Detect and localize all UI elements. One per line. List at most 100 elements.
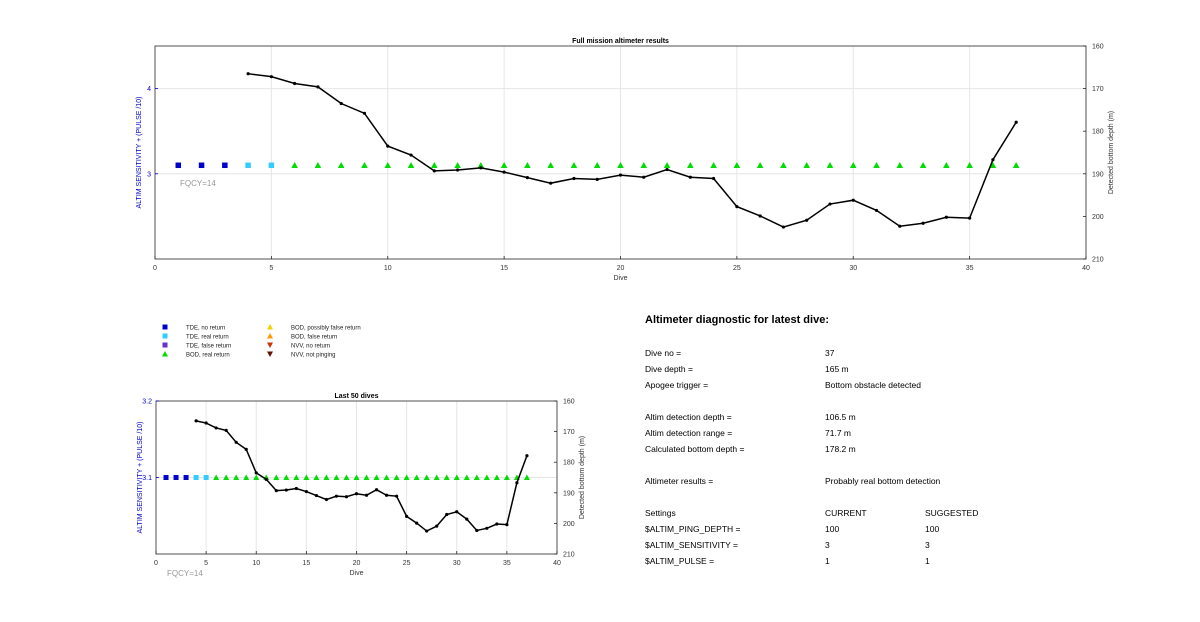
- setting-current-sensitivity: 3: [825, 540, 830, 550]
- full-x-tick-label: 25: [733, 265, 741, 272]
- full-marker-dive-20: [617, 161, 624, 169]
- last50-marker-dive-3: [183, 475, 189, 480]
- full-y-left-tick-label: 4: [147, 86, 151, 93]
- legend-label-7: NVV, not pinging: [291, 353, 335, 359]
- full-depth-point-dive-29: [828, 202, 832, 206]
- last50-marker-dive-12: [273, 474, 280, 480]
- full-depth-point-dive-9: [362, 111, 367, 115]
- full-x-tick-label: 35: [966, 265, 974, 272]
- full-depth-point-dive-35: [968, 216, 972, 220]
- full-depth-point-dive-18: [572, 176, 576, 181]
- full-x-tick-label: 5: [269, 265, 273, 272]
- legend-marker-6: [267, 342, 273, 348]
- full-marker-dive-29: [826, 161, 834, 169]
- last50-depth-point-dive-4: [194, 419, 198, 423]
- full-depth-point-dive-19: [595, 177, 599, 181]
- last50-depth-point-dive-32: [475, 528, 479, 533]
- legend-marker-0: [162, 324, 168, 330]
- full-y-right-tick-label: 160: [1092, 44, 1104, 51]
- full-y-left-axis-label: ALTIM SENSITIVITY + (PULSE /10): [136, 97, 143, 209]
- full-marker-dive-22: [663, 161, 671, 169]
- full-marker-dive-11: [407, 161, 415, 169]
- full-depth-point-dive-20: [618, 173, 623, 177]
- full-marker-dive-37: [1012, 161, 1020, 169]
- full-marker-dive-33: [919, 161, 927, 169]
- last50-marker-dive-7: [223, 474, 230, 480]
- full-depth-point-dive-10: [386, 144, 390, 148]
- last50-depth-point-dive-33: [485, 526, 489, 530]
- last50-marker-dive-5: [203, 475, 209, 480]
- legend-label-6: NVV, no return: [291, 344, 330, 350]
- diag-value-detection-range: 71.7 m: [825, 428, 851, 438]
- full-depth-point-dive-13: [455, 168, 460, 172]
- legend-label-4: BOD, possibly false return: [291, 326, 361, 332]
- legend-marker-1: [162, 333, 168, 339]
- setting-suggested-pulse: 1: [925, 556, 930, 566]
- full-fqcy-annotation: FQCY=14: [180, 179, 216, 188]
- last50-marker-dive-37: [523, 474, 530, 480]
- full-depth-point-dive-31: [874, 208, 879, 213]
- full-depth-point-dive-11: [409, 153, 413, 157]
- full-marker-dive-13: [454, 161, 461, 169]
- full-y-right-tick-label: 190: [1092, 171, 1104, 178]
- full-marker-dive-30: [849, 161, 857, 169]
- last50-marker-dive-29: [443, 474, 450, 480]
- full-y-left-tick-label: 3: [147, 171, 151, 178]
- full-marker-dive-35: [966, 161, 973, 169]
- last50-y-right-tick-label: 180: [563, 460, 575, 467]
- last50-marker-dive-21: [363, 474, 370, 480]
- full-depth-point-dive-24: [712, 176, 716, 181]
- full-marker-dive-10: [384, 161, 392, 169]
- full-y-right-tick-label: 180: [1092, 129, 1104, 136]
- last50-marker-dive-30: [453, 474, 460, 480]
- last50-depth-point-dive-28: [435, 524, 439, 528]
- last50-x-tick-label: 20: [353, 560, 361, 567]
- last50-depth-point-dive-35: [505, 523, 509, 527]
- last50-y-right-axis-label: Detected bottom depth (m): [579, 436, 586, 519]
- full-marker-dive-25: [733, 161, 741, 169]
- last50-marker-dive-32: [473, 474, 480, 480]
- last50-x-tick-label: 25: [403, 560, 411, 567]
- full-depth-point-dive-5: [269, 75, 273, 79]
- legend-marker-5: [267, 333, 273, 339]
- last50-depth-point-dive-18: [334, 494, 339, 498]
- last50-depth-point-dive-9: [244, 447, 248, 451]
- last50-depth-point-dive-13: [284, 488, 288, 492]
- last50-fqcy-annotation: FQCY=14: [167, 569, 203, 578]
- last50-y-left-tick-label: 3.2: [142, 399, 152, 406]
- full-depth-point-dive-30: [851, 198, 855, 202]
- full-marker-dive-23: [687, 161, 694, 169]
- full-marker-dive-31: [873, 161, 880, 169]
- full-marker-dive-15: [500, 161, 508, 169]
- full-marker-dive-26: [756, 161, 764, 169]
- last50-y-right-tick-label: 200: [563, 521, 575, 528]
- full-depth-point-dive-15: [502, 170, 506, 174]
- diag-value-bottom-depth: 178.2 m: [825, 444, 856, 454]
- full-marker-dive-19: [593, 161, 601, 169]
- diagnostic-title: Altimeter diagnostic for latest dive:: [645, 314, 829, 326]
- full-depth-point-dive-28: [805, 218, 809, 222]
- setting-current-pulse: 1: [825, 556, 830, 566]
- last50-depth-point-dive-11: [264, 477, 268, 481]
- full-marker-dive-7: [314, 161, 322, 169]
- last50-marker-dive-1: [163, 475, 169, 480]
- full-depth-point-dive-7: [316, 85, 320, 89]
- last50-depth-point-dive-15: [304, 489, 308, 494]
- legend-marker-4: [267, 324, 273, 330]
- last50-marker-dive-10: [253, 474, 260, 480]
- last50-x-tick-label: 5: [204, 560, 208, 567]
- last50-marker-dive-18: [333, 474, 340, 480]
- full-chart-title: Full mission altimeter results: [572, 38, 669, 45]
- full-depth-point-dive-14: [479, 166, 483, 170]
- last50-depth-point-dive-30: [455, 510, 459, 514]
- settings-header-label: Settings: [645, 508, 676, 518]
- last50-depth-point-dive-10: [254, 471, 258, 475]
- last50-x-tick-label: 15: [302, 560, 310, 567]
- full-depth-point-dive-33: [921, 221, 925, 225]
- last50-marker-dive-24: [393, 474, 400, 480]
- legend-label-0: TDE, no return: [186, 326, 225, 332]
- last50-marker-dive-4: [193, 475, 199, 480]
- last50-marker-dive-25: [403, 474, 410, 480]
- full-depth-point-dive-16: [525, 176, 530, 180]
- full-y-right-tick-label: 210: [1092, 257, 1104, 264]
